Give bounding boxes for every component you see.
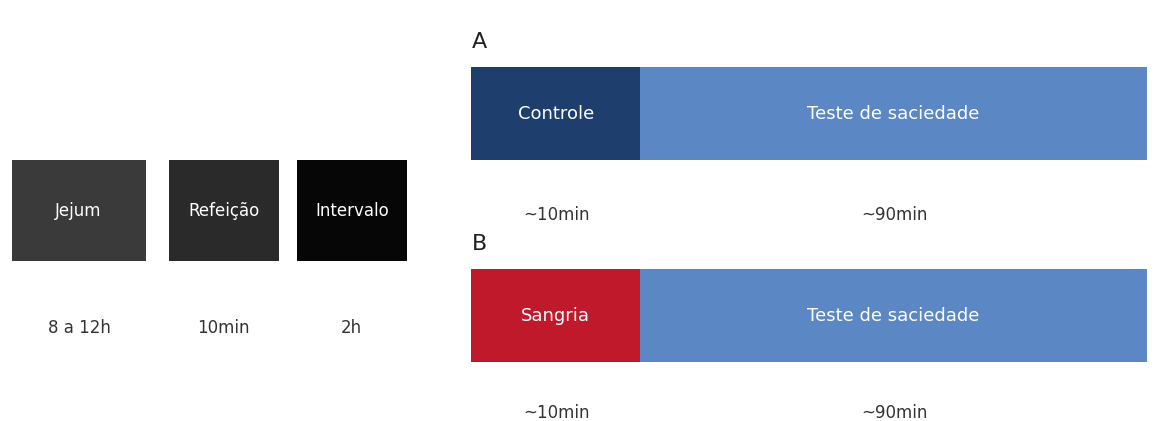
Text: ~90min: ~90min	[860, 206, 928, 224]
Text: 2h: 2h	[341, 320, 362, 337]
Text: A: A	[471, 32, 487, 52]
FancyBboxPatch shape	[640, 269, 1147, 362]
FancyBboxPatch shape	[12, 160, 146, 261]
Text: Sangria: Sangria	[521, 307, 590, 325]
Text: ~10min: ~10min	[523, 206, 590, 224]
Text: B: B	[471, 234, 487, 254]
Text: 10min: 10min	[197, 320, 250, 337]
Text: Refeição: Refeição	[189, 202, 260, 219]
Text: Teste de saciedade: Teste de saciedade	[807, 105, 980, 123]
Text: ~10min: ~10min	[523, 404, 590, 421]
Text: Intervalo: Intervalo	[315, 202, 389, 219]
Text: Jejum: Jejum	[56, 202, 101, 219]
FancyBboxPatch shape	[471, 67, 640, 160]
Text: Controle: Controle	[518, 105, 594, 123]
Text: ~90min: ~90min	[860, 404, 928, 421]
FancyBboxPatch shape	[297, 160, 407, 261]
Text: Teste de saciedade: Teste de saciedade	[807, 307, 980, 325]
FancyBboxPatch shape	[471, 269, 640, 362]
Text: 8 a 12h: 8 a 12h	[48, 320, 111, 337]
FancyBboxPatch shape	[169, 160, 279, 261]
FancyBboxPatch shape	[640, 67, 1147, 160]
